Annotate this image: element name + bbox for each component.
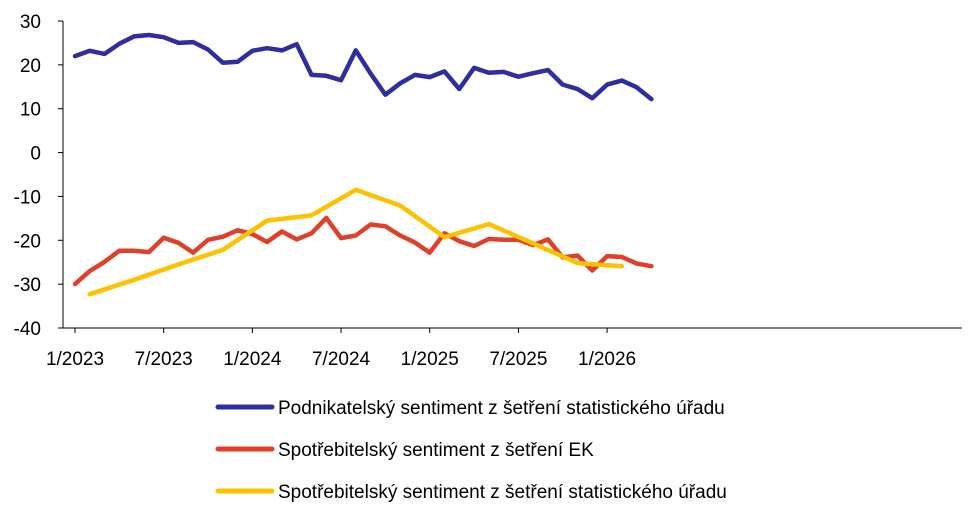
x-tick-label: 1/2026 [578, 349, 636, 370]
y-tick-label: -30 [14, 275, 41, 296]
series-line-1 [72, 32, 654, 102]
x-tick-label: 1/2023 [46, 349, 104, 370]
legend-label-1: Podnikatelský sentiment z šetření statis… [278, 398, 725, 419]
y-tick-label: 30 [20, 12, 41, 33]
y-tick-label: -40 [14, 319, 41, 340]
y-tick-label: 20 [20, 56, 41, 77]
x-tick-label: 7/2025 [489, 349, 547, 370]
y-tick-label: 0 [30, 144, 41, 165]
legend-label-3: Spotřebitelský sentiment z šetření stati… [278, 482, 727, 503]
x-tick-label: 7/2024 [312, 349, 371, 370]
x-tick-label: 1/2025 [401, 349, 459, 370]
x-tick-label: 7/2023 [135, 349, 193, 370]
y-tick-label: -20 [14, 231, 41, 252]
legend: Podnikatelský sentiment z šetření statis… [215, 398, 727, 503]
legend-label-2: Spotřebitelský sentiment z šetření EK [278, 440, 594, 461]
series-layer [72, 32, 654, 297]
x-axis-ticks: 1/2023 7/2023 1/2024 7/2024 1/2025 7/2025 1/20… [46, 328, 636, 370]
y-tick-label: 10 [20, 100, 41, 121]
y-tick-label: -10 [14, 187, 41, 208]
series-line-3 [87, 187, 625, 297]
series-line-2 [72, 215, 654, 287]
y-axis-ticks: 30 20 10 0 -10 -20 -30 -40 [14, 12, 63, 340]
x-tick-label: 1/2024 [223, 349, 282, 370]
